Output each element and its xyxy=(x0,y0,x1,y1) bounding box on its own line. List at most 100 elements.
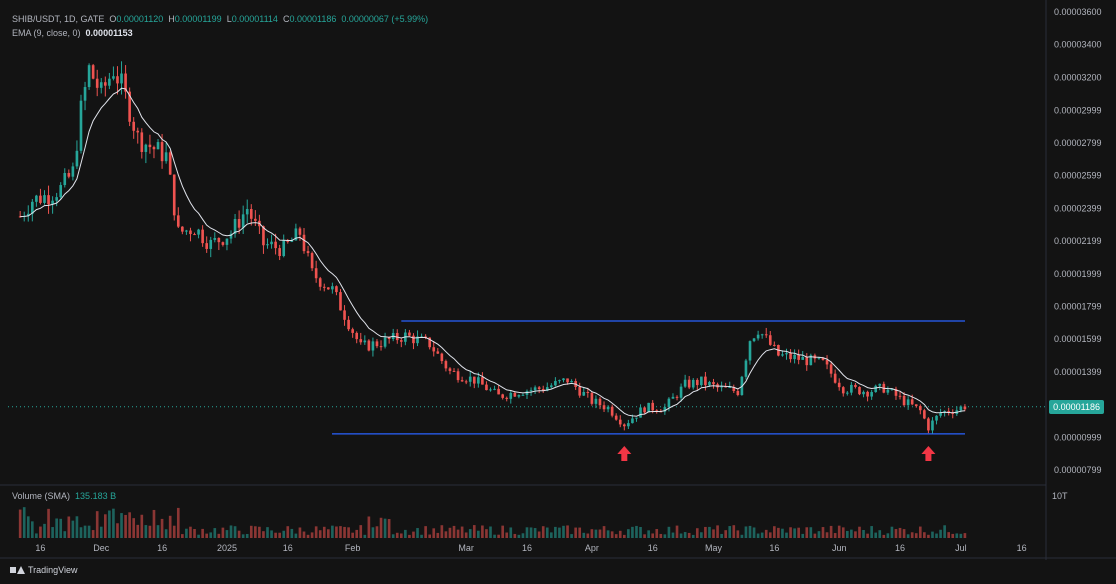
candle-body xyxy=(655,410,659,412)
volume-bar xyxy=(71,520,75,538)
volume-bar xyxy=(594,529,598,538)
ema-legend[interactable]: EMA (9, close, 0) 0.00001153 xyxy=(12,28,133,38)
candle-body xyxy=(647,402,650,413)
volume-bar xyxy=(75,516,79,538)
ohlc-legend: SHIB/USDT, 1D, GATE O0.00001120 H0.00001… xyxy=(12,14,428,24)
volume-bar xyxy=(809,527,813,538)
candle-body xyxy=(667,398,671,408)
candle-body xyxy=(695,379,699,386)
volume-bar xyxy=(760,532,764,538)
volume-bar xyxy=(890,526,894,538)
x-tick-label: Apr xyxy=(585,543,599,553)
candle-body xyxy=(302,234,306,252)
volume-bar xyxy=(120,513,123,538)
candle-body xyxy=(343,310,346,320)
volume-bar xyxy=(144,525,148,538)
volume-bar xyxy=(639,526,642,538)
low-value: 0.00001114 xyxy=(231,14,278,24)
volume-bar xyxy=(310,532,314,538)
candle-body xyxy=(586,391,590,393)
candle-body xyxy=(509,392,513,399)
candle-body xyxy=(744,360,748,377)
volume-bar xyxy=(363,534,367,538)
volume-bar xyxy=(79,527,83,538)
candle-body xyxy=(708,381,711,386)
candlestick-series xyxy=(18,61,967,434)
volume-bar xyxy=(26,516,30,538)
volume-bar xyxy=(152,509,156,538)
volume-bar xyxy=(813,533,817,538)
volume-bar xyxy=(874,532,878,538)
volume-bar xyxy=(708,526,711,538)
candle-body xyxy=(221,242,225,245)
x-tick-label: Jul xyxy=(955,543,967,553)
volume-bar xyxy=(254,526,257,538)
axes: 0.00003600 0.00003400 0.00003200 0.00002999… xyxy=(35,7,1101,553)
volume-bar xyxy=(103,514,107,538)
volume-bar xyxy=(428,534,432,538)
candle-body xyxy=(618,419,622,425)
volume-bar xyxy=(509,527,513,538)
candle-body xyxy=(829,364,833,374)
candle-body xyxy=(128,91,131,122)
volume-legend[interactable]: Volume (SMA) 135.183 B xyxy=(12,491,116,501)
volume-bar xyxy=(846,530,849,538)
tradingview-footer[interactable]: TradingView xyxy=(10,565,78,575)
volume-bar xyxy=(55,518,58,538)
volume-bar xyxy=(493,534,496,538)
candle-body xyxy=(416,336,419,344)
candle-body xyxy=(939,412,942,416)
volume-bar xyxy=(850,529,853,538)
candle-body xyxy=(497,388,500,395)
volume-bar xyxy=(785,532,788,538)
candle-body xyxy=(47,195,50,205)
volume-bar xyxy=(501,525,504,538)
volume-bar xyxy=(744,526,748,538)
candle-body xyxy=(906,399,910,406)
candle-body xyxy=(314,268,318,279)
candle-body xyxy=(805,356,809,366)
volume-bar xyxy=(586,533,590,538)
volume-bar xyxy=(679,533,683,538)
volume-bar xyxy=(286,526,290,538)
y-tick-label: 0.00002199 xyxy=(1054,236,1102,246)
candle-body xyxy=(902,395,906,406)
volume-bar xyxy=(902,529,906,538)
candle-body xyxy=(874,385,878,393)
candle-body xyxy=(136,130,140,133)
candle-body xyxy=(797,354,800,360)
symbol-label[interactable]: SHIB/USDT, 1D, GATE xyxy=(12,14,105,24)
candle-body xyxy=(651,402,655,411)
volume-bar xyxy=(481,525,484,538)
candle-body xyxy=(156,142,160,150)
candle-body xyxy=(764,334,768,336)
volume-bar xyxy=(724,530,727,538)
y-tick-label: 0.00003400 xyxy=(1054,40,1102,50)
volume-bar xyxy=(440,525,444,538)
candle-body xyxy=(59,185,63,198)
candle-body xyxy=(233,219,237,234)
candle-body xyxy=(931,420,934,431)
volume-bar xyxy=(464,532,468,538)
volume-bar xyxy=(347,527,350,538)
volume-bar xyxy=(663,534,667,538)
candle-body xyxy=(760,334,764,336)
volume-bar xyxy=(181,534,184,538)
candle-body xyxy=(225,238,229,245)
candle-body xyxy=(558,380,561,382)
ema-label: EMA (9, close, 0) xyxy=(12,28,81,38)
volume-bar xyxy=(841,527,845,538)
x-tick-label: 16 xyxy=(283,543,293,553)
volume-bar xyxy=(87,525,91,538)
volume-bar xyxy=(112,508,115,538)
x-tick-label: Dec xyxy=(93,543,110,553)
volume-bar xyxy=(541,526,545,538)
candle-body xyxy=(545,387,549,391)
volume-bar xyxy=(756,533,760,538)
candle-body xyxy=(675,396,679,398)
candle-body xyxy=(399,340,403,342)
volume-bar xyxy=(825,532,829,538)
candle-body xyxy=(241,214,245,228)
candle-body xyxy=(452,370,456,372)
